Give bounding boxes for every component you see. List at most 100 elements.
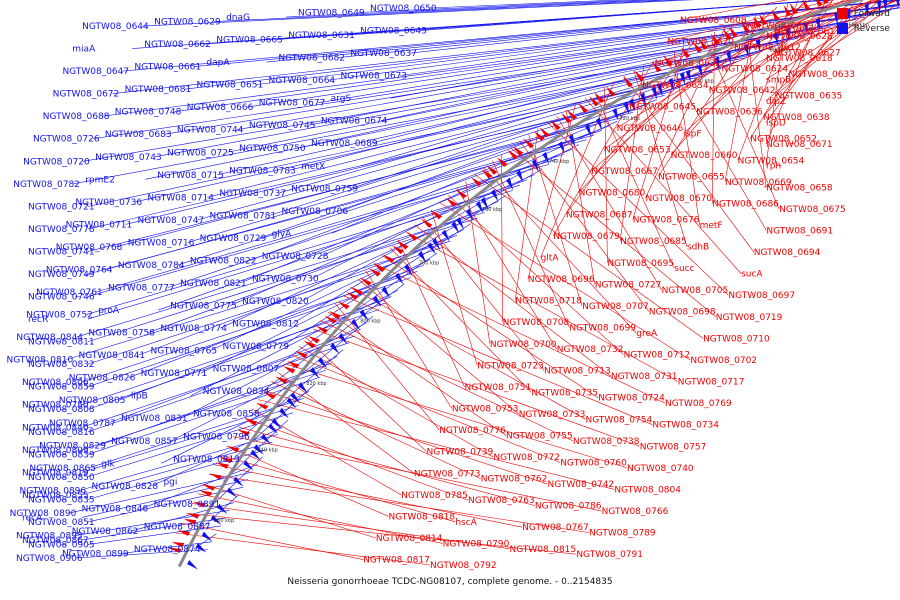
reverse-gene-label: NGTW08_0729 xyxy=(200,234,267,244)
reverse-gene-label: NGTW08_0715 xyxy=(157,171,224,181)
forward-gene-glyph xyxy=(663,55,674,67)
reverse-gene-label: NGTW08_0808 xyxy=(28,405,95,415)
gene-leader-line xyxy=(277,372,415,474)
forward-gene-label: NGTW08_0632 xyxy=(655,59,722,69)
forward-gene-glyph xyxy=(481,169,493,179)
reverse-gene-glyph xyxy=(330,342,340,354)
gene-leader-line xyxy=(186,512,577,555)
reverse-gene-glyph xyxy=(372,295,382,308)
gene-leader-line xyxy=(633,70,688,247)
reverse-gene-glyph xyxy=(714,56,720,70)
reverse-gene-label: NGTW08_0721 xyxy=(28,202,95,212)
forward-gene-label: NGTW08_0789 xyxy=(589,529,656,539)
reverse-gene-glyph xyxy=(773,32,778,46)
reverse-gene-glyph xyxy=(612,107,619,121)
gene-leader-line xyxy=(81,479,248,518)
forward-gene-label: NGTW08_0697 xyxy=(728,291,795,301)
gene-leader-line xyxy=(87,412,294,478)
reverse-gene-label: NGTW08_0637 xyxy=(350,49,417,59)
reverse-gene-label: NGTW08_0650 xyxy=(370,4,437,14)
genome-caption: Neisseria gonorrhoeae TCDC-NG08107, comp… xyxy=(287,577,613,587)
reverse-gene-label: NGTW08_0728 xyxy=(262,252,329,262)
reverse-gene-glyph xyxy=(726,51,731,65)
forward-gene-glyph xyxy=(275,376,288,384)
reverse-gene-label: NGTW08_0720 xyxy=(23,157,90,167)
reverse-gene-label: NGTW08_0820 xyxy=(242,297,309,307)
gene-leader-line xyxy=(87,449,268,500)
reverse-gene-label: proA xyxy=(98,306,120,316)
gene-leader-line xyxy=(439,202,691,361)
forward-gene-label: NGTW08_0817 xyxy=(363,556,430,566)
reverse-gene-label: NGTW08_0677 xyxy=(259,99,326,109)
forward-gene-label: NGTW08_0676 xyxy=(633,216,700,226)
forward-gene-glyph xyxy=(263,392,276,400)
ruler-label: 840 kbp xyxy=(257,448,277,454)
reverse-gene-label: NGTW08_0759 xyxy=(291,184,358,194)
gene-leader-line xyxy=(667,0,833,42)
forward-gene-glyph xyxy=(605,86,617,97)
reverse-gene-glyph xyxy=(876,0,882,13)
reverse-gene-label: dnaG xyxy=(226,13,250,23)
forward-gene-label: NGTW08_0790 xyxy=(443,539,510,549)
legend-reverse: Reverse xyxy=(836,23,890,34)
gene-leader-line xyxy=(645,27,726,199)
reverse-gene-label: NGTW08_0749 xyxy=(28,270,95,280)
gene-leader-line xyxy=(619,65,645,242)
gene-leader-line xyxy=(591,7,778,172)
reverse-gene-glyph xyxy=(623,101,630,115)
reverse-gene-label: NGTW08_0807 xyxy=(213,365,280,375)
gene-leader-line xyxy=(510,147,716,318)
reverse-gene-label: NGTW08_0768 xyxy=(56,243,123,253)
forward-gene-glyph xyxy=(168,547,182,554)
reverse-gene-label: NGTW08_0631 xyxy=(288,31,355,41)
reverse-gene-label: NGTW08_0689 xyxy=(311,139,378,149)
forward-gene-glyph xyxy=(324,315,337,324)
forward-gene-glyph xyxy=(789,2,799,15)
reverse-gene-label: NGTW08_0867 xyxy=(22,536,89,546)
gene-leader-line xyxy=(81,271,418,383)
gene-leader-line xyxy=(75,510,230,536)
reverse-gene-glyph xyxy=(697,64,703,78)
reverse-gene-glyph xyxy=(685,69,691,83)
forward-gene-label: NGTW08_0742 xyxy=(548,480,615,490)
gene-leader-line xyxy=(73,57,747,185)
gene-leader-line xyxy=(350,287,586,420)
gene-leader-line xyxy=(313,328,640,447)
forward-gene-glyph xyxy=(350,286,363,296)
gene-leader-line xyxy=(342,295,653,425)
reverse-gene-label: NGTW08_0810 xyxy=(7,356,74,366)
forward-gene-label: NGTW08_0642 xyxy=(709,86,776,96)
legend-reverse-label: Reverse xyxy=(853,23,890,34)
reverse-gene-glyph xyxy=(432,237,441,251)
reverse-gene-label: NGTW08_0746 xyxy=(28,293,95,303)
gene-leader-line xyxy=(414,224,612,377)
forward-gene-label: NGTW08_0687 xyxy=(566,210,633,220)
reverse-gene-label: NGTW08_0781 xyxy=(210,211,277,221)
gene-leader-line xyxy=(773,0,879,32)
forward-gene-label: NGTW08_0776 xyxy=(439,426,506,436)
forward-gene-label: NGTW08_0667 xyxy=(591,167,658,177)
reverse-gene-glyph xyxy=(864,3,869,17)
gene-leader-line xyxy=(171,356,338,442)
reverse-gene-glyph xyxy=(195,542,207,553)
gene-leader-line xyxy=(704,36,780,209)
reverse-gene-label: NGTW08_0711 xyxy=(66,220,133,230)
gene-leader-line xyxy=(190,289,399,396)
gene-leader-line xyxy=(220,455,456,523)
forward-gene-label: sdhB xyxy=(687,243,709,253)
forward-gene-label: NGTW08_0791 xyxy=(576,550,643,560)
forward-gene-glyph xyxy=(523,138,535,149)
reverse-gene-label: NGTW08_0674 xyxy=(321,117,388,127)
reverse-gene-glyph xyxy=(480,197,489,210)
forward-gene-label: NGTW08_0786 xyxy=(535,502,602,512)
gene-leader-line xyxy=(765,0,827,145)
reverse-gene-label: NGTW08_0752 xyxy=(26,311,93,321)
reverse-gene-label: NGTW08_0743 xyxy=(95,153,162,163)
gene-leader-line xyxy=(584,98,742,274)
forward-gene-label: NGTW08_0719 xyxy=(716,313,783,323)
gene-leader-line xyxy=(87,309,380,410)
forward-gene-label: NGTW08_0638 xyxy=(763,113,830,123)
reverse-gene-label: NGTW08_0806 xyxy=(22,378,89,388)
forward-gene-glyph xyxy=(561,113,572,124)
forward-gene-glyph xyxy=(816,0,823,6)
